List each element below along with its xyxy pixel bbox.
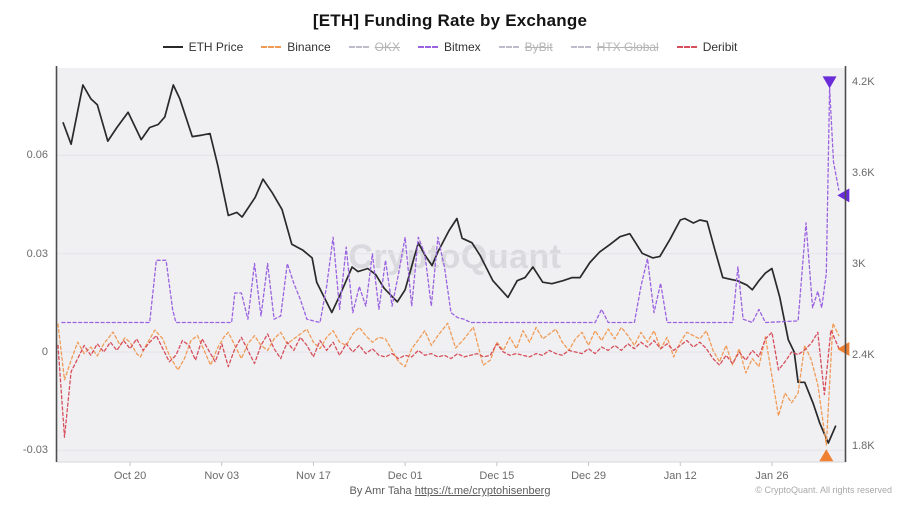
legend-label: ByBit <box>524 40 553 54</box>
legend-label: Deribit <box>702 40 738 54</box>
series-bitmex <box>61 87 840 324</box>
legend-swatch-dashed <box>348 46 369 48</box>
copyright-text: © CryptoQuant. All rights reserved <box>755 485 892 495</box>
legend-label: OKX <box>374 40 400 54</box>
right-axis-tick-3.6K: 3.6K <box>852 166 875 179</box>
series-deribit <box>57 329 840 438</box>
binance-last-marker <box>837 342 850 357</box>
x-axis-tick-dec-29: Dec 29 <box>571 470 606 482</box>
series-binance <box>57 322 840 446</box>
legend: ETH Price Binance OKX Bitmex ByBit HTX Global… <box>0 40 900 54</box>
x-axis-tick-jan-26: Jan 26 <box>755 470 789 482</box>
right-axis-tick-1.8K: 1.8K <box>852 440 875 452</box>
legend-swatch-solid <box>162 46 183 48</box>
legend-label: Bitmex <box>443 40 481 54</box>
bitmex-last-marker <box>837 188 850 203</box>
legend-label: ETH Price <box>188 40 244 54</box>
left-axis-tick-0.06: 0.06 <box>26 149 48 162</box>
left-axis-tick--0.03: -0.03 <box>22 444 48 457</box>
page-title: [ETH] Funding Rate by Exchange <box>312 11 588 30</box>
series-eth-price <box>62 84 837 444</box>
legend-item-eth-price[interactable]: ETH Price <box>162 40 244 54</box>
x-axis-tick-nov-17: Nov 17 <box>296 470 331 482</box>
x-axis-tick-nov-03: Nov 03 <box>204 470 240 482</box>
legend-swatch-dashed <box>417 46 438 48</box>
legend-item-deribit[interactable]: Deribit <box>676 40 738 54</box>
legend-label: Binance <box>287 40 331 54</box>
legend-label: HTX Global <box>596 40 659 54</box>
legend-swatch-dashed <box>676 46 697 48</box>
legend-item-bitmex[interactable]: Bitmex <box>417 40 481 54</box>
legend-item-htx-global[interactable]: HTX Global <box>570 40 659 54</box>
x-axis-tick-jan-12: Jan 12 <box>663 470 697 482</box>
plot-canvas[interactable] <box>57 68 845 462</box>
x-axis-tick-oct-20: Oct 20 <box>113 470 147 482</box>
x-axis-tick-dec-01: Dec 01 <box>387 470 423 482</box>
legend-swatch-dashed <box>261 46 282 48</box>
bitmex-peak-marker <box>822 76 837 89</box>
legend-swatch-dashed <box>570 46 591 48</box>
left-axis-tick-0.03: 0.03 <box>26 247 48 260</box>
right-axis-tick-4.2K: 4.2K <box>852 75 875 88</box>
legend-swatch-dashed <box>498 46 519 48</box>
left-axis-tick-0: 0 <box>41 346 48 358</box>
byline-text: By Amr Taha <box>349 485 415 497</box>
legend-item-binance[interactable]: Binance <box>261 40 331 54</box>
right-axis-tick-2.4K: 2.4K <box>852 348 875 361</box>
legend-item-okx[interactable]: OKX <box>348 40 400 54</box>
binance-low-marker <box>819 449 834 462</box>
legend-item-bybit[interactable]: ByBit <box>498 40 553 54</box>
x-axis-tick-dec-15: Dec 15 <box>479 470 515 482</box>
right-axis-tick-3K: 3K <box>852 257 866 270</box>
telegram-link[interactable]: https://t.me/cryptohisenberg <box>414 485 551 497</box>
footer-byline: By Amr Taha https://t.me/cryptohisenberg <box>0 485 900 497</box>
